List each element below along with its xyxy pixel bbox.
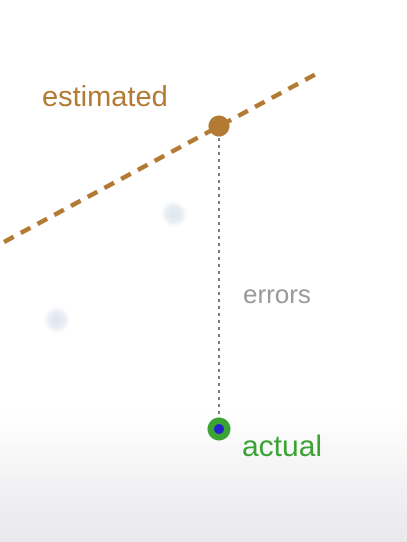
faint-point	[42, 305, 72, 335]
actual-label: actual	[242, 430, 323, 463]
faint-point	[159, 199, 189, 229]
errors-label: errors	[243, 279, 311, 309]
estimated-point	[208, 115, 230, 137]
estimated-label: estimated	[42, 81, 168, 113]
actual-point-center	[214, 424, 224, 434]
estimated-line	[2, 71, 320, 244]
